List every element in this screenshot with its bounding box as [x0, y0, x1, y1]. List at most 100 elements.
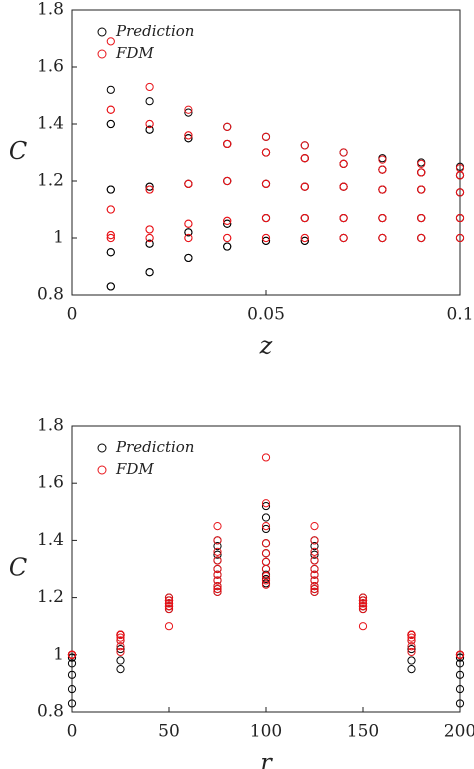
x-tick-label: 0.1: [446, 305, 473, 325]
point: [310, 584, 319, 594]
point: [106, 231, 115, 240]
point: [358, 622, 368, 631]
legend-marker: [97, 27, 107, 37]
point: [261, 132, 271, 141]
point: [339, 213, 348, 223]
y-tick-label: 1.4: [37, 114, 64, 134]
x-tick-label: 0.05: [247, 305, 285, 325]
point: [407, 642, 416, 651]
point: [300, 236, 309, 245]
point: [184, 228, 193, 237]
point: [67, 699, 77, 708]
point: [213, 522, 222, 531]
point: [310, 542, 319, 551]
point: [407, 644, 416, 654]
point: [145, 97, 154, 106]
point: [145, 185, 154, 194]
point: [339, 148, 348, 157]
point: [378, 165, 387, 174]
point: [116, 647, 125, 657]
point: [223, 139, 232, 149]
point: [310, 550, 319, 559]
point: [455, 659, 465, 668]
point: [358, 596, 368, 605]
point: [417, 168, 426, 177]
y-tick-label: 1.6: [37, 57, 64, 77]
y-tick-label: 0.8: [37, 702, 64, 722]
point: [116, 630, 125, 639]
point: [184, 134, 193, 143]
point: [164, 596, 174, 605]
point: [358, 602, 368, 611]
point: [145, 268, 154, 277]
point: [106, 248, 115, 257]
point: [67, 685, 77, 694]
point: [261, 236, 271, 245]
point: [310, 547, 319, 556]
point: [358, 593, 368, 602]
point: [339, 159, 348, 168]
point: [67, 659, 77, 668]
point: [455, 670, 465, 679]
point: [300, 154, 309, 163]
point: [261, 453, 271, 462]
point: [261, 557, 271, 566]
x-tick-label: 0: [67, 722, 78, 742]
legend-marker: [97, 465, 107, 475]
point: [164, 602, 174, 611]
point: [116, 665, 125, 674]
x-tick-label: 50: [158, 722, 180, 742]
point: [213, 584, 222, 594]
point: [223, 242, 232, 251]
point: [67, 670, 77, 679]
x-tick-label: 200: [444, 722, 474, 742]
point: [378, 185, 387, 194]
point: [455, 213, 465, 223]
point: [455, 699, 465, 708]
point: [407, 656, 416, 665]
point: [164, 604, 174, 614]
point: [455, 233, 465, 243]
point: [455, 685, 465, 694]
point: [261, 576, 271, 585]
point: [145, 225, 154, 234]
y-tick-label: 1.8: [37, 0, 64, 20]
point: [213, 542, 222, 551]
point: [106, 85, 115, 94]
point: [184, 105, 193, 114]
point: [300, 233, 309, 243]
point: [106, 233, 115, 243]
y-tick-label: 0.8: [37, 285, 64, 305]
point: [213, 576, 222, 585]
y-tick-label: 1.2: [37, 587, 64, 607]
point: [145, 125, 154, 134]
point: [378, 233, 387, 243]
point: [310, 587, 319, 596]
legend-marker: [97, 443, 107, 453]
y-tick-label: 1.4: [37, 530, 64, 550]
point: [310, 536, 319, 545]
point: [213, 570, 222, 579]
point: [67, 650, 77, 659]
point: [106, 37, 115, 46]
point: [417, 233, 426, 243]
point: [261, 179, 271, 188]
point: [261, 522, 271, 531]
point: [407, 647, 416, 657]
y-tick-label: 1: [53, 644, 64, 664]
point: [417, 213, 426, 223]
point: [106, 282, 115, 291]
point: [417, 185, 426, 194]
point: [417, 159, 426, 168]
point: [184, 253, 193, 263]
point: [116, 644, 125, 654]
point: [213, 587, 222, 596]
point: [116, 656, 125, 665]
point: [145, 182, 154, 191]
point: [261, 524, 271, 534]
legend-label: Prediction: [115, 438, 194, 456]
point: [261, 549, 271, 558]
point: [407, 630, 416, 639]
point: [339, 182, 348, 191]
